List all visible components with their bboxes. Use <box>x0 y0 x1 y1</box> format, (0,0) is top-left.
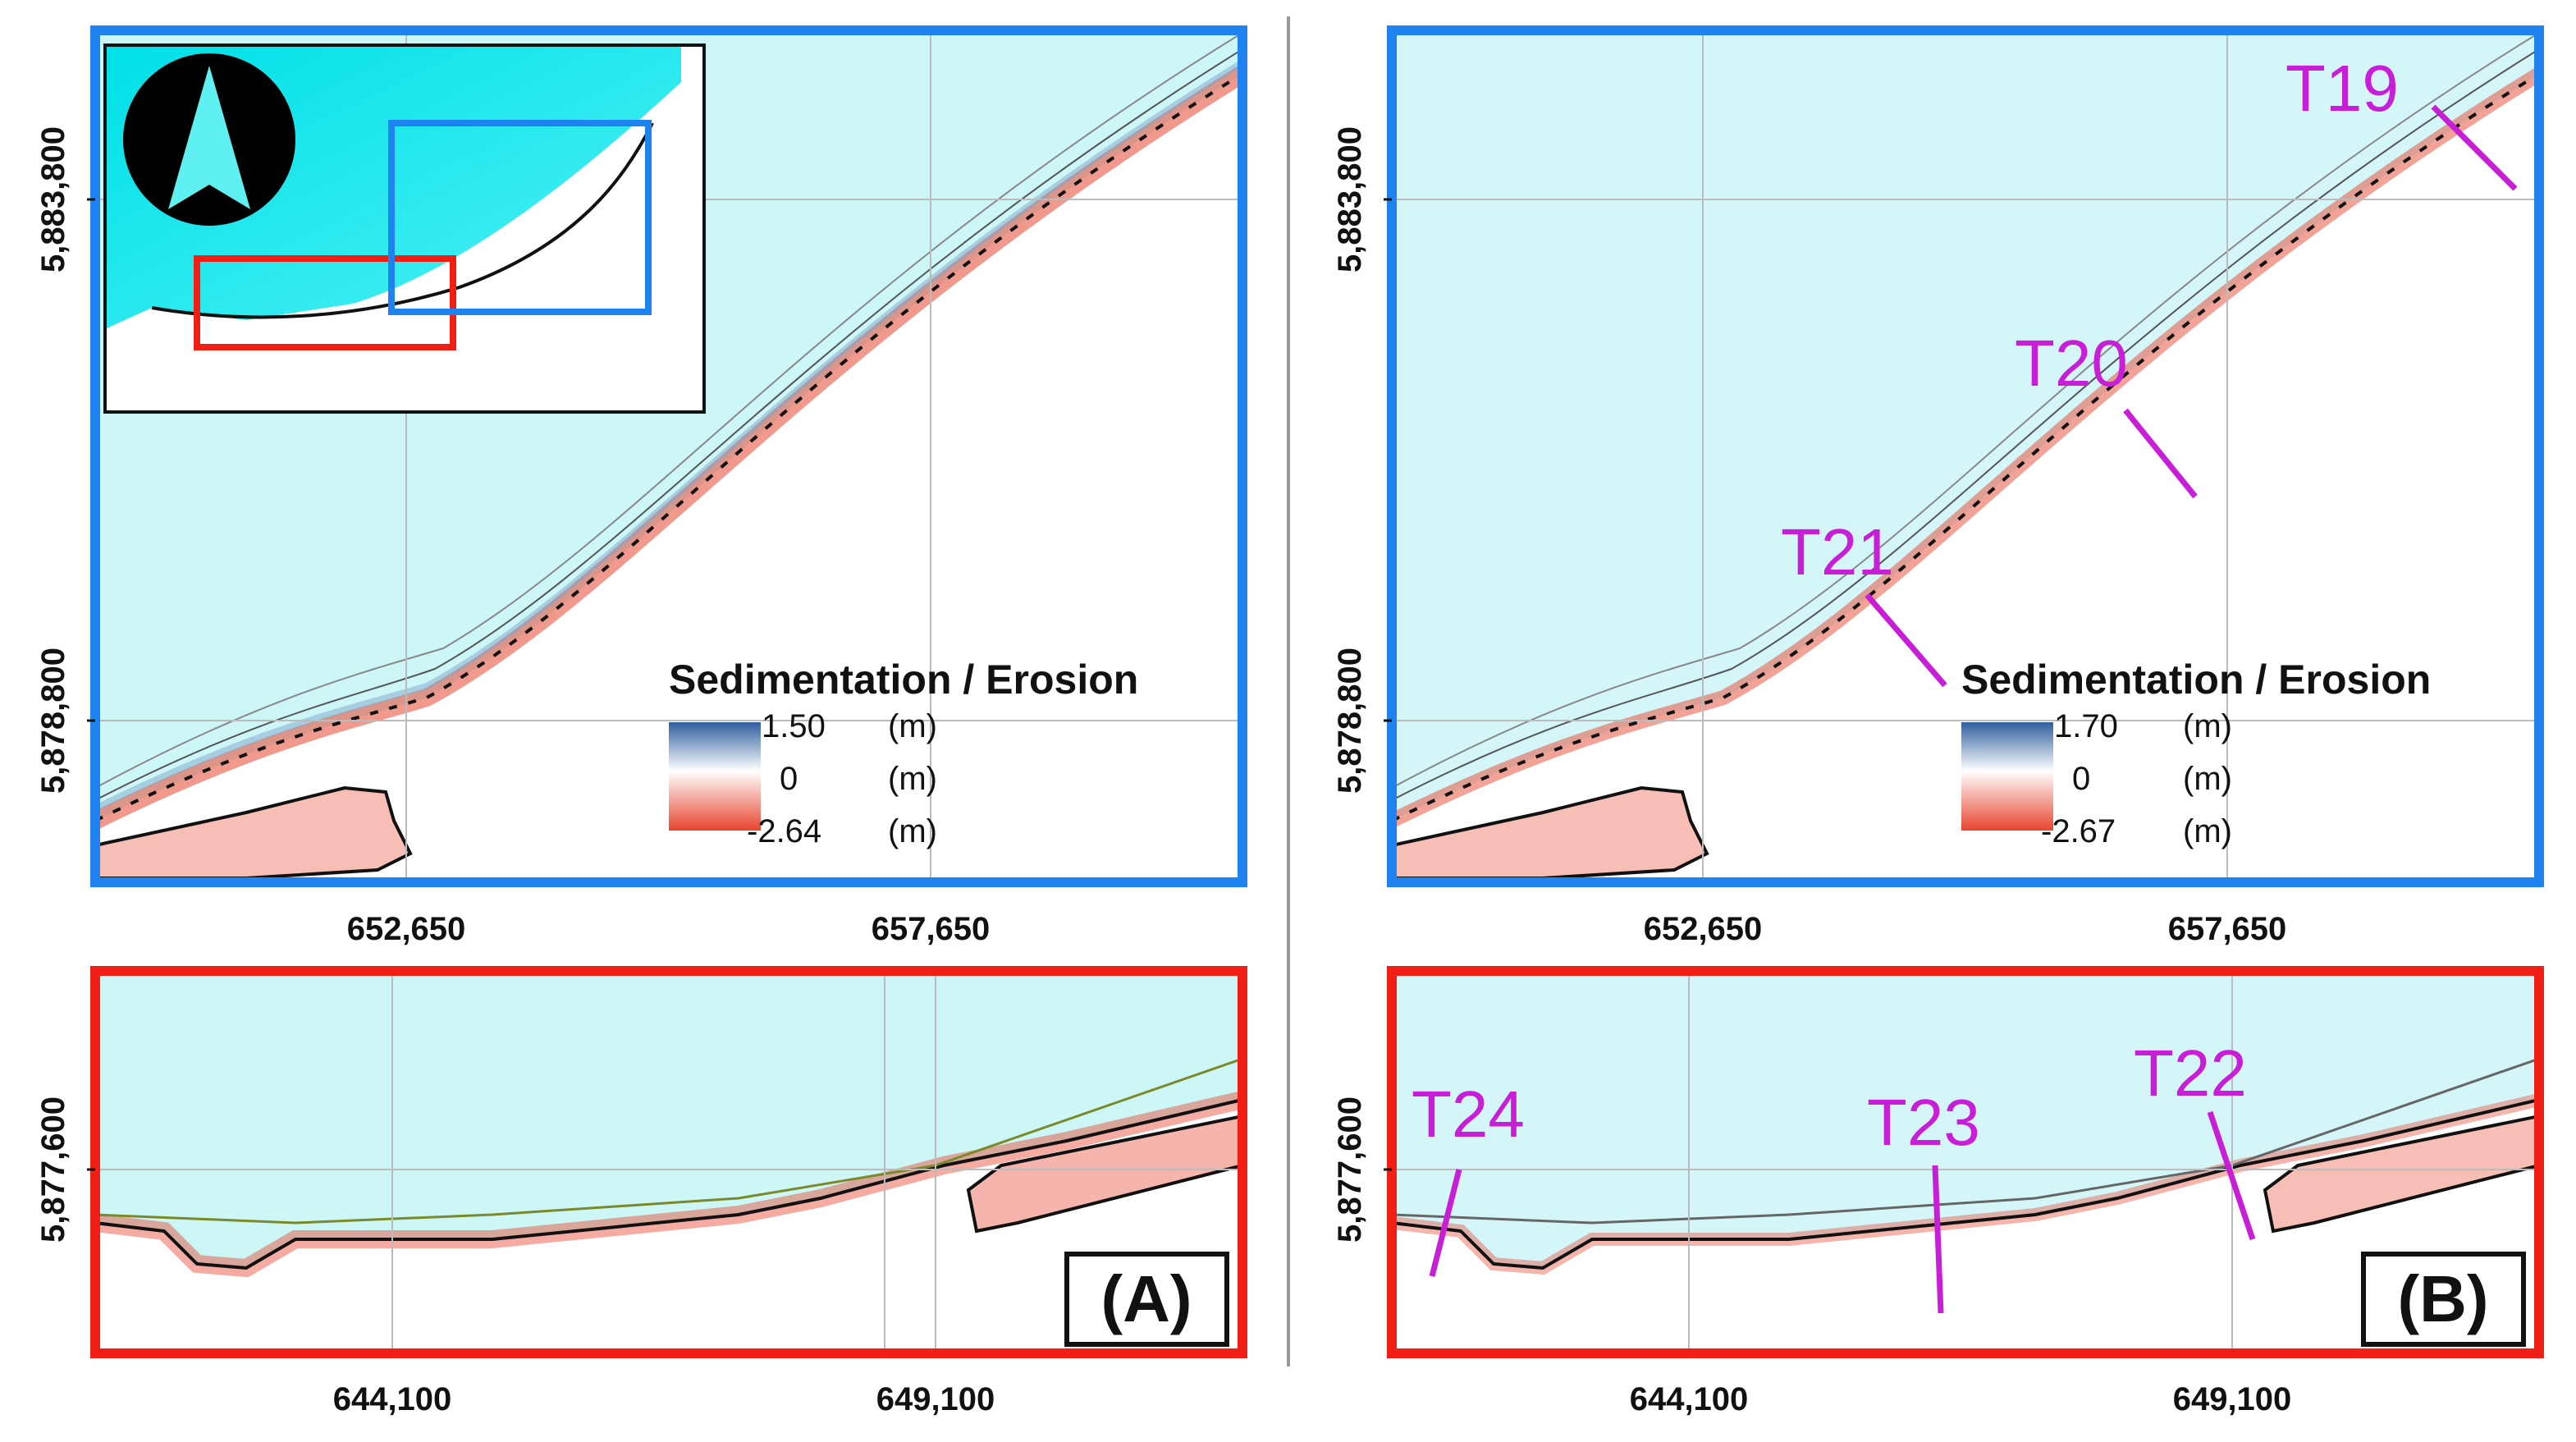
y-tick-label: 5,883,800 <box>35 126 71 272</box>
panel-b-bottom-map: T22 T23 T24 (B) 5,877,600 644,100 649,10… <box>1332 966 2544 1417</box>
x-tick-label: 657,650 <box>872 911 991 947</box>
coastline <box>1392 1098 2539 1270</box>
x-tick-label: 644,100 <box>1630 1381 1749 1417</box>
coastline <box>1392 72 2539 822</box>
inset-overview-map <box>103 43 706 414</box>
y-tick-label: 5,878,800 <box>35 648 71 794</box>
y-tick-label: 5,883,800 <box>1332 126 1368 272</box>
legend-mid: 0 <box>780 761 798 797</box>
legend-b: Sedimentation / Erosion 1.70 (m) 0 (m) -… <box>1961 657 2431 849</box>
harbour-structure <box>2263 1114 2539 1234</box>
legend-mid: 0 <box>2072 761 2090 797</box>
x-tick-label: 657,650 <box>2168 911 2287 947</box>
depth-contour <box>1392 32 2539 789</box>
legend-mid-unit: (m) <box>2183 761 2232 797</box>
legend-min: -2.64 <box>747 813 821 849</box>
legend-mid-unit: (m) <box>888 761 937 797</box>
panel-label-a-box: (A) <box>1064 1252 1229 1347</box>
x-tick-label: 644,100 <box>333 1381 452 1417</box>
legend-title: Sedimentation / Erosion <box>669 657 1138 703</box>
panel-label-b: (B) <box>2397 1262 2488 1335</box>
legend-max: 1.50 <box>762 708 826 744</box>
y-tick-label: 5,877,600 <box>35 1096 71 1243</box>
depth-contour <box>95 32 1242 789</box>
north-arrow-icon <box>123 53 295 226</box>
transect-label-t19: T19 <box>2285 52 2399 125</box>
legend-color-ramp <box>669 722 761 831</box>
x-tick-label: 649,100 <box>876 1381 995 1417</box>
transect-line-t20 <box>2123 408 2198 499</box>
transect-line-t21 <box>1865 593 1947 688</box>
coastline <box>95 1098 1242 1270</box>
transect-line-t19 <box>2431 104 2518 191</box>
panel-a-top-map: Sedimentation / Erosion 1.50 (m) 0 (m) -… <box>35 25 1247 947</box>
transect-label-t22: T22 <box>2134 1037 2247 1110</box>
legend-title: Sedimentation / Erosion <box>1961 657 2431 703</box>
panel-frame-blue <box>90 25 1247 887</box>
legend-min: -2.67 <box>2041 813 2116 849</box>
transect-line-t23 <box>1932 1165 1944 1314</box>
legend-a: Sedimentation / Erosion 1.50 (m) 0 (m) -… <box>669 657 1138 849</box>
inset-extent-red <box>194 255 456 350</box>
transect-line-t24 <box>1429 1169 1462 1277</box>
panel-frame-red <box>1387 966 2544 1358</box>
depth-contour <box>1392 1057 2539 1225</box>
panel-frame-blue <box>1387 25 2544 887</box>
inset-extent-blue <box>388 120 652 315</box>
panel-frame-red <box>90 966 1247 1358</box>
x-tick-label: 652,650 <box>347 911 466 947</box>
legend-min-unit: (m) <box>888 813 937 849</box>
transect-label-t20: T20 <box>2015 327 2128 400</box>
y-tick-label: 5,877,600 <box>1332 1096 1368 1243</box>
panel-label-b-box: (B) <box>2361 1252 2526 1347</box>
depth-contour <box>95 1057 1242 1225</box>
y-tick-label: 5,878,800 <box>1332 648 1368 794</box>
legend-min-unit: (m) <box>2183 813 2232 849</box>
depth-contour <box>1392 48 2539 801</box>
panel-label-a: (A) <box>1100 1262 1192 1335</box>
harbour-structure <box>966 1114 1242 1234</box>
x-tick-label: 652,650 <box>1644 911 1763 947</box>
transect-label-t21: T21 <box>1781 515 1894 588</box>
x-tick-label: 649,100 <box>2173 1381 2292 1417</box>
transect-label-t24: T24 <box>1412 1078 1525 1151</box>
depth-contour <box>95 48 1242 801</box>
legend-max: 1.70 <box>2054 708 2118 744</box>
sedimentation-band <box>95 59 1242 812</box>
panel-b-top-map: T19 T20 T21 Sedimentation / Erosion 1.70… <box>1332 25 2544 947</box>
inset-coastline <box>151 122 654 319</box>
legend-max-unit: (m) <box>2183 708 2232 744</box>
panel-a-bottom-map: (A) 5,877,600 644,100 649,100 <box>35 966 1247 1417</box>
transect-label-t23: T23 <box>1867 1086 1980 1159</box>
coastline <box>95 72 1242 822</box>
legend-max-unit: (m) <box>888 708 937 744</box>
legend-color-ramp <box>1961 722 2053 831</box>
transect-line-t22 <box>2207 1110 2256 1241</box>
